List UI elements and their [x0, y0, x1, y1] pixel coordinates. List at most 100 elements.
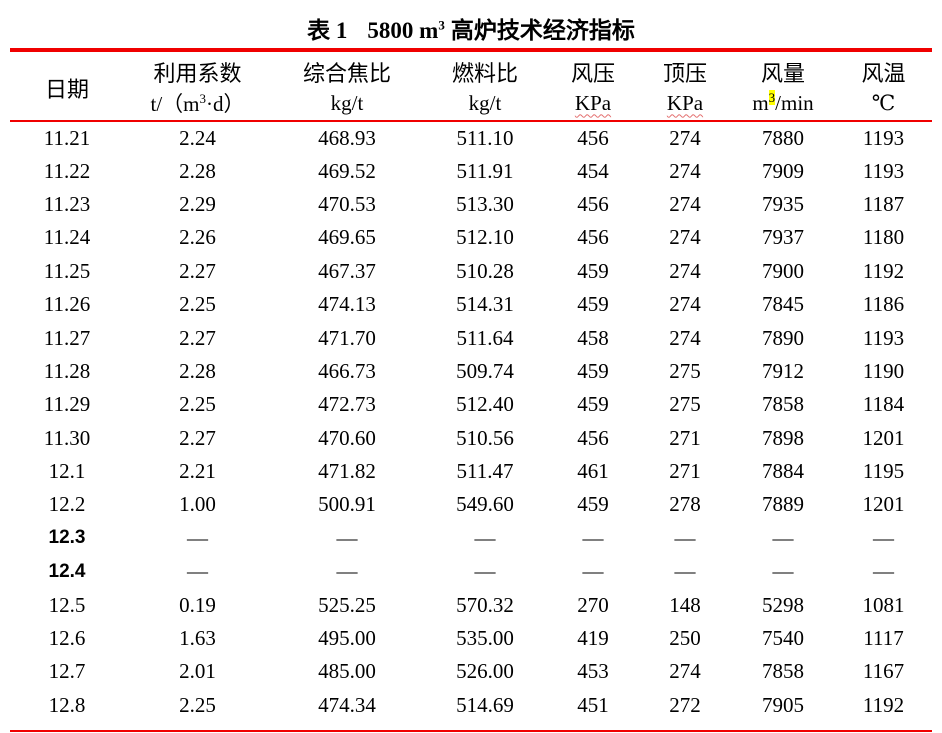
value-cell: 7898 — [762, 425, 804, 450]
value-cell: 1187 — [862, 191, 905, 216]
value-cell: 453 — [577, 659, 609, 684]
value-cell: 509.74 — [456, 358, 514, 383]
value-cell: 461 — [577, 459, 609, 484]
value-cell: 274 — [669, 659, 701, 684]
unit-blast-pressure: KPa — [547, 88, 639, 122]
value-cell: 2.24 — [179, 125, 216, 150]
value-cell: — — [187, 525, 208, 550]
table-header: 日期 利用系数 综合焦比 燃料比 风压 顶压 风量 风温 t/（m3·d） kg… — [10, 50, 932, 122]
table-row: 12.6 1.63 495.00 535.00 419 250 7540 1117 — [10, 622, 932, 655]
value-cell: 1193 — [862, 125, 905, 150]
value-cell: 467.37 — [318, 258, 376, 283]
value-cell: 7937 — [762, 225, 804, 250]
unit-utilization: t/（m3·d） — [124, 88, 271, 122]
table-row: 12.8 2.25 474.34 514.69 451 272 7905 1192 — [10, 689, 932, 722]
value-cell: 456 — [577, 425, 609, 450]
value-cell: 495.00 — [318, 626, 376, 651]
date-cell: 11.24 — [43, 225, 91, 250]
table-row: 11.29 2.25 472.73 512.40 459 275 7858 1184 — [10, 388, 932, 421]
column-header-blast-pressure: 风压 — [570, 61, 615, 86]
value-cell: 274 — [669, 125, 701, 150]
value-cell: 7909 — [762, 158, 804, 183]
value-cell: 278 — [669, 492, 701, 517]
table-row: 12.2 1.00 500.91 549.60 459 278 7889 1201 — [10, 488, 932, 521]
value-cell: 2.26 — [179, 225, 216, 250]
value-cell: 7845 — [762, 292, 804, 317]
table-row: 11.27 2.27 471.70 511.64 458 274 7890 1193 — [10, 321, 932, 354]
value-cell: 2.25 — [179, 292, 216, 317]
value-cell: 7858 — [762, 392, 804, 417]
value-cell: 459 — [577, 358, 609, 383]
date-cell: 11.26 — [43, 292, 91, 317]
value-cell: 2.01 — [179, 659, 216, 684]
value-cell: — — [674, 559, 696, 584]
column-header-coke-ratio: 综合焦比 — [302, 61, 391, 86]
value-cell: 512.40 — [456, 392, 514, 417]
value-cell: 459 — [577, 258, 609, 283]
value-cell: 274 — [669, 191, 701, 216]
date-cell: 11.28 — [43, 358, 91, 383]
value-cell: 2.27 — [179, 325, 216, 350]
value-cell: 511.91 — [456, 158, 514, 183]
table-row: 11.25 2.27 467.37 510.28 459 274 7900 1192 — [10, 255, 932, 288]
column-header-fuel-ratio: 燃料比 — [451, 61, 518, 86]
value-cell: 274 — [669, 292, 701, 317]
value-cell: 512.10 — [456, 225, 514, 250]
value-cell: — — [772, 525, 794, 550]
value-cell: 466.73 — [318, 358, 376, 383]
date-cell: 12.4 — [48, 560, 86, 582]
value-cell: 1180 — [862, 225, 905, 250]
value-cell: 2.28 — [179, 158, 216, 183]
value-cell: 271 — [669, 425, 701, 450]
value-cell: 2.28 — [179, 358, 216, 383]
value-cell: 1201 — [862, 425, 905, 450]
value-cell: 511.64 — [456, 325, 514, 350]
value-cell: 1195 — [862, 459, 905, 484]
value-cell: — — [674, 525, 696, 550]
value-cell: 274 — [669, 258, 701, 283]
value-cell: — — [582, 525, 604, 550]
value-cell: — — [582, 559, 604, 584]
value-cell: 459 — [577, 292, 609, 317]
value-cell: 2.25 — [179, 392, 216, 417]
value-cell: 2.29 — [179, 191, 216, 216]
value-cell: 2.27 — [179, 425, 216, 450]
table-title-text: 5800 m — [367, 18, 439, 43]
value-cell: 511.47 — [456, 459, 514, 484]
value-cell: 549.60 — [456, 492, 514, 517]
value-cell: 275 — [669, 358, 701, 383]
date-cell: 11.25 — [43, 258, 91, 283]
value-cell: 514.31 — [456, 292, 514, 317]
date-cell: 12.7 — [48, 659, 86, 684]
unit-superscript: 3 — [199, 91, 207, 106]
value-cell: — — [474, 559, 496, 584]
value-cell: 1192 — [862, 258, 905, 283]
value-cell: 7890 — [762, 325, 804, 350]
date-cell: 12.1 — [48, 459, 86, 484]
value-cell: 275 — [669, 392, 701, 417]
value-cell: 274 — [669, 225, 701, 250]
unit-blast-temperature: ℃ — [835, 88, 932, 122]
value-cell: 535.00 — [456, 626, 514, 651]
value-cell: 514.69 — [456, 692, 514, 717]
value-cell: — — [187, 559, 208, 584]
value-cell: 510.56 — [456, 425, 514, 450]
value-cell: 7884 — [762, 459, 804, 484]
value-cell: 474.34 — [318, 692, 376, 717]
table-row: 12.7 2.01 485.00 526.00 453 274 7858 1167 — [10, 655, 932, 688]
value-cell: 0.19 — [179, 592, 216, 617]
value-cell: 250 — [669, 626, 701, 651]
value-cell: 1.63 — [179, 626, 216, 651]
value-cell: 2.25 — [179, 692, 216, 717]
title-superscript: 3 — [438, 17, 445, 33]
value-cell: — — [873, 525, 894, 550]
table-body: 11.21 2.24 468.93 511.10 456 274 7880 1193 11.22… — [10, 121, 932, 722]
value-cell: 7540 — [762, 626, 804, 651]
value-cell: 470.60 — [318, 425, 376, 450]
value-cell: 468.93 — [318, 125, 376, 150]
value-cell: 1193 — [862, 325, 905, 350]
date-cell: 11.23 — [43, 191, 91, 216]
date-cell: 12.5 — [48, 592, 86, 617]
value-cell: 270 — [577, 592, 609, 617]
